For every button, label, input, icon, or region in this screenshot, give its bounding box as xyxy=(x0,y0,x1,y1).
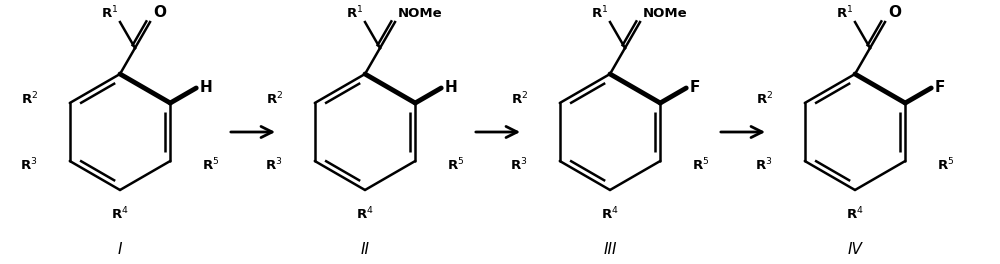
Text: R$^1$: R$^1$ xyxy=(101,4,118,21)
Text: NOMe: NOMe xyxy=(398,7,443,20)
Text: O: O xyxy=(888,5,901,20)
Text: R$^2$: R$^2$ xyxy=(511,91,528,107)
Text: F: F xyxy=(689,81,700,96)
Text: R$^4$: R$^4$ xyxy=(356,206,374,223)
Text: NOMe: NOMe xyxy=(643,7,688,20)
Text: R$^2$: R$^2$ xyxy=(266,91,283,107)
Text: R$^5$: R$^5$ xyxy=(447,157,465,173)
Text: R$^4$: R$^4$ xyxy=(846,206,864,223)
Text: R$^4$: R$^4$ xyxy=(601,206,619,223)
Text: R$^2$: R$^2$ xyxy=(21,91,38,107)
Text: II: II xyxy=(360,242,370,257)
Text: III: III xyxy=(603,242,617,257)
Text: R$^3$: R$^3$ xyxy=(265,157,283,173)
Text: IV: IV xyxy=(848,242,862,257)
Text: R$^1$: R$^1$ xyxy=(346,4,363,21)
Text: R$^3$: R$^3$ xyxy=(510,157,528,173)
Text: H: H xyxy=(199,81,212,96)
Text: F: F xyxy=(934,81,945,96)
Text: R$^4$: R$^4$ xyxy=(111,206,129,223)
Text: O: O xyxy=(153,5,166,20)
Text: R$^3$: R$^3$ xyxy=(20,157,38,173)
Text: I: I xyxy=(118,242,122,257)
Text: R$^3$: R$^3$ xyxy=(755,157,773,173)
Text: R$^5$: R$^5$ xyxy=(692,157,710,173)
Text: R$^1$: R$^1$ xyxy=(836,4,853,21)
Text: R$^2$: R$^2$ xyxy=(756,91,773,107)
Text: R$^1$: R$^1$ xyxy=(591,4,608,21)
Text: H: H xyxy=(444,81,457,96)
Text: R$^5$: R$^5$ xyxy=(937,157,955,173)
Text: R$^5$: R$^5$ xyxy=(202,157,220,173)
